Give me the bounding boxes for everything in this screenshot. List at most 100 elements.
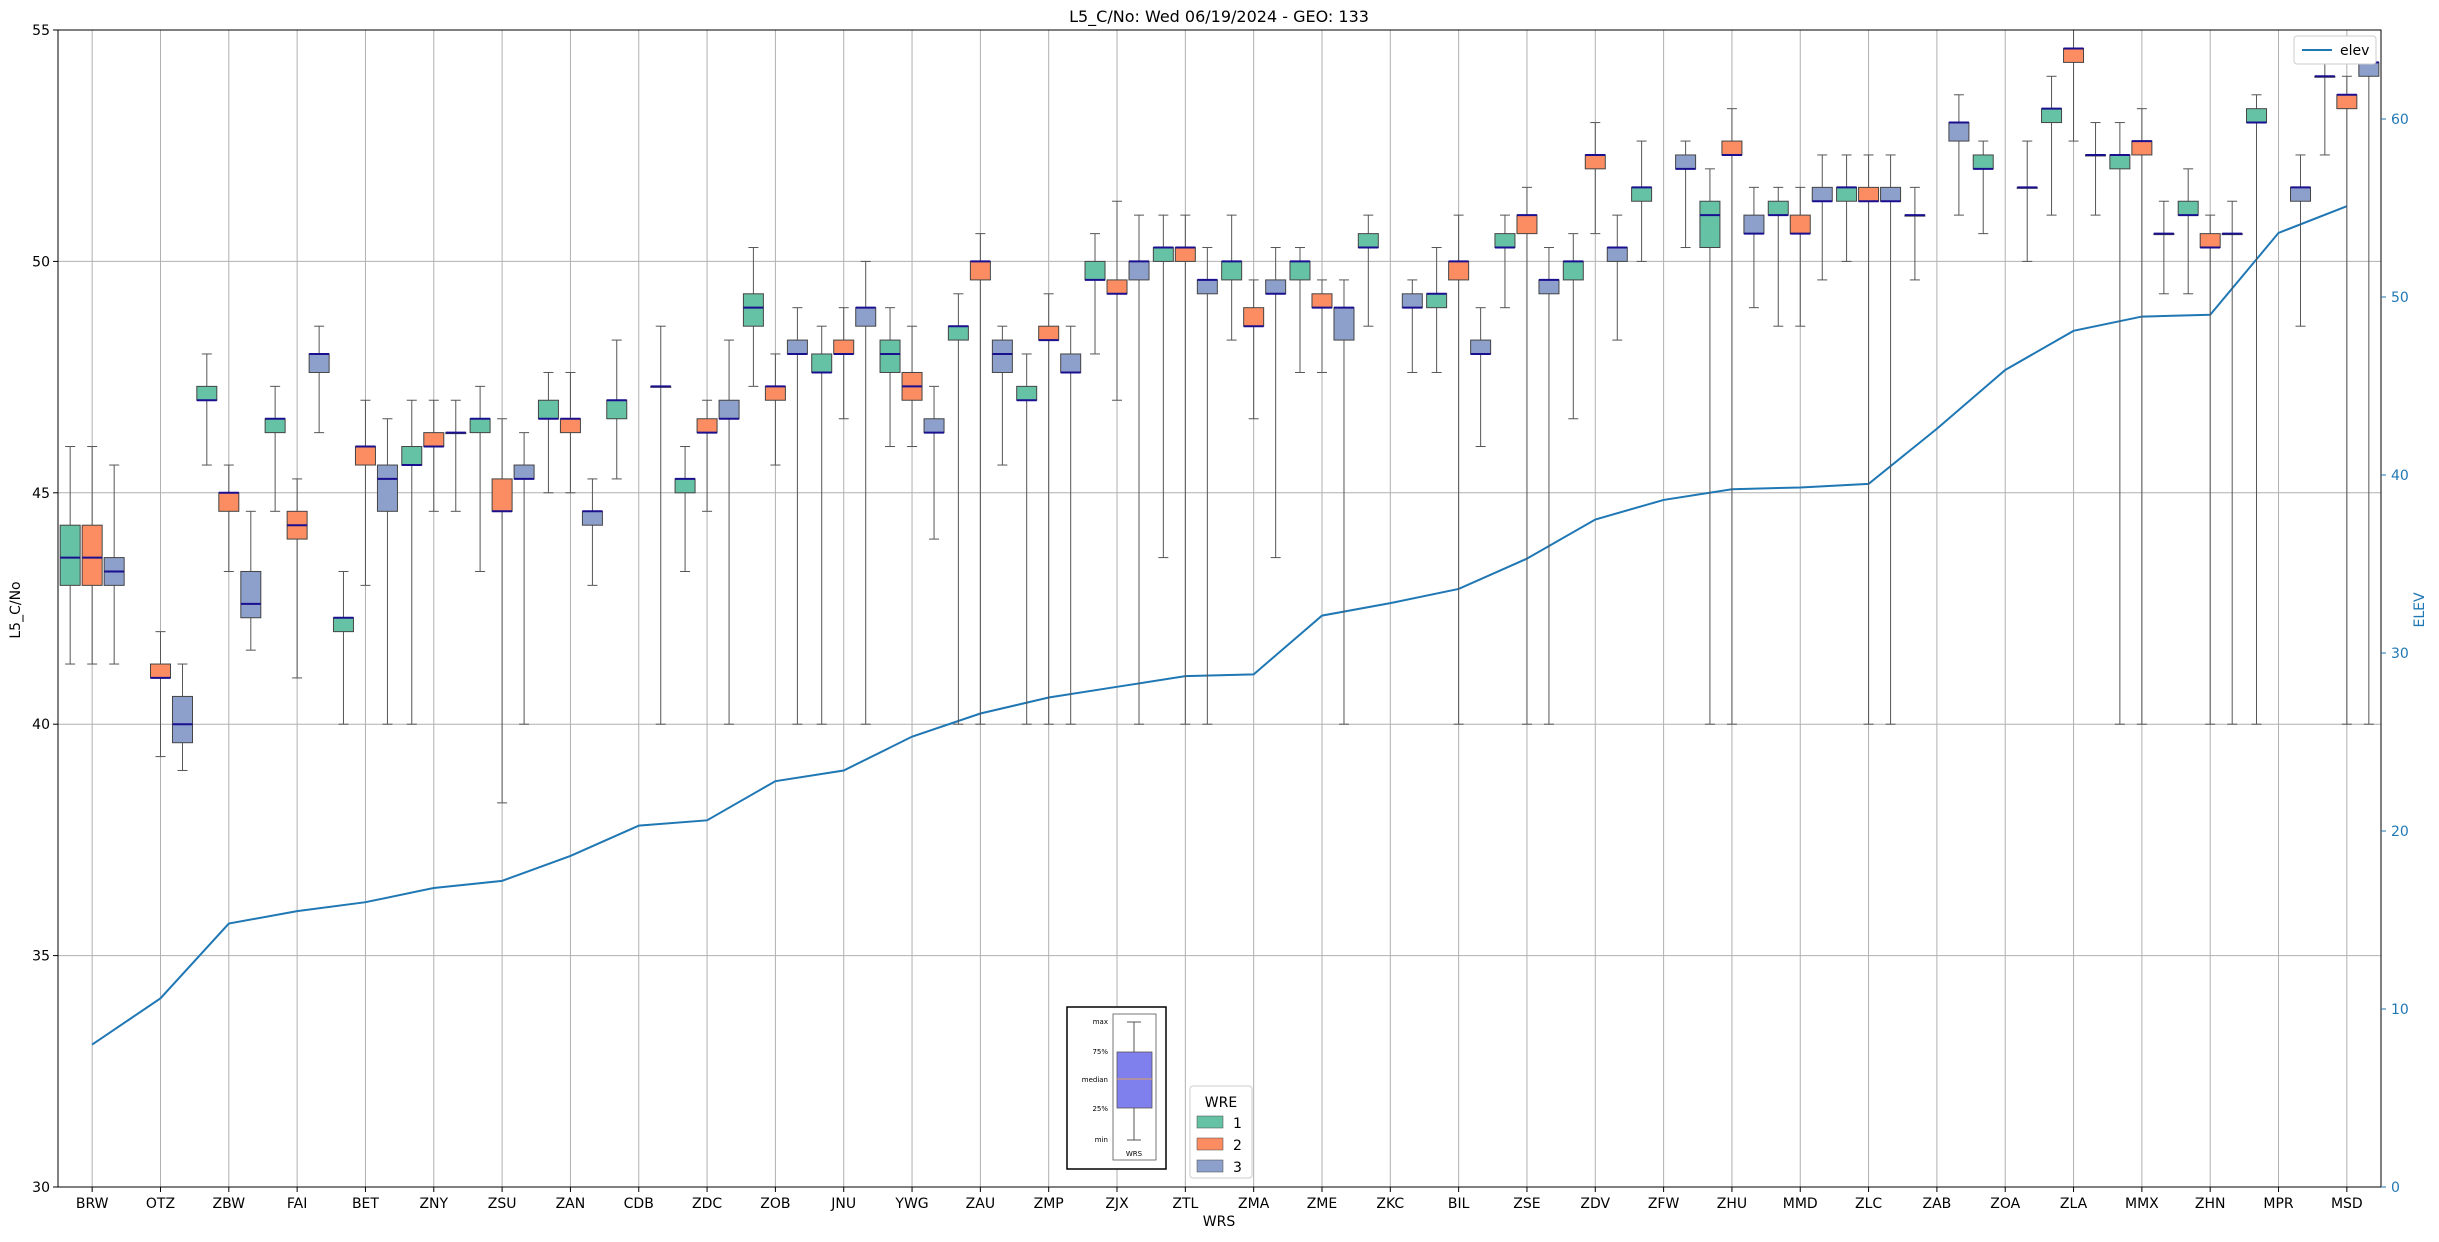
wre-legend-label: 1 (1233, 1116, 1242, 1132)
box-ZME-wre1 (1289, 247, 1311, 373)
box-body (1152, 247, 1174, 262)
y2-axis-label: ELEV (2412, 592, 2428, 627)
x-tick-label: ZME (1307, 1196, 1338, 1212)
inset-label: max (1093, 1018, 1108, 1026)
box-ZHN-wre3 (2221, 200, 2243, 725)
box-body (1631, 186, 1653, 202)
box-ZSU-wre3 (513, 432, 535, 725)
box-body (401, 446, 423, 466)
x-tick-label: OTZ (146, 1196, 175, 1212)
elev-legend: elev (2293, 35, 2377, 65)
box-ZHN-wre2 (2199, 214, 2221, 725)
box-BET-wre2 (354, 399, 376, 586)
box-ZNY-wre3 (445, 399, 467, 512)
box-ZOA-wre3 (2016, 140, 2038, 262)
box-body (1016, 385, 1038, 401)
box-body (1289, 260, 1311, 281)
box-ZSU-wre1 (469, 385, 491, 572)
axes: 30 35 40 45 50 55 0 10 20 30 40 50 60 BRW OTZ ZBW FAI BET… (32, 23, 2409, 1212)
box-body (196, 385, 218, 401)
box-ZMA-wre2 (1243, 279, 1265, 420)
box-body (1243, 307, 1265, 327)
box-BET-wre3 (376, 418, 398, 725)
x-axis-label: WRS (1203, 1214, 1236, 1230)
box-body (1357, 233, 1379, 249)
box-body (537, 399, 559, 420)
box-MMD-wre2 (1789, 186, 1811, 327)
inset-caption: WRS (1126, 1150, 1143, 1158)
box-ZDC-wre2 (696, 399, 718, 512)
x-tick-label: ZTL (1172, 1196, 1198, 1212)
wre-legend-swatch (1196, 1115, 1224, 1129)
box-body (1401, 293, 1423, 309)
box-body (1311, 293, 1333, 309)
box-ZSU-wre2 (491, 418, 513, 804)
y-tick-label: 45 (32, 486, 50, 502)
box-body (674, 478, 696, 494)
box-CDB-wre3 (650, 325, 672, 725)
box-ZAB-wre1 (1904, 186, 1926, 281)
wre-legend-title: WRE (1205, 1095, 1237, 1111)
box-body (1562, 260, 1584, 281)
box-ZME-wre3 (1333, 279, 1355, 725)
x-tick-label: ZSE (1513, 1196, 1540, 1212)
box-ZDC-wre1 (674, 446, 696, 572)
box-body (879, 339, 901, 373)
x-tick-label: CDB (624, 1196, 654, 1212)
box-JNU-wre3 (855, 260, 877, 725)
box-ZTL-wre2 (1174, 214, 1196, 725)
box-body (171, 695, 193, 744)
box-ZOA-wre1 (1972, 140, 1994, 235)
box-ZSE-wre2 (1516, 186, 1538, 725)
y2-tick-label: 0 (2391, 1180, 2400, 1196)
box-body (264, 418, 286, 434)
box-body (559, 418, 581, 434)
box-body (969, 260, 991, 281)
box-body (513, 464, 535, 480)
grid (58, 29, 2381, 1188)
inset-label: 75% (1092, 1048, 1108, 1056)
box-body (2041, 108, 2063, 124)
box-body (354, 446, 376, 466)
box-ZAN-wre2 (559, 371, 581, 494)
box-OTZ-wre3 (171, 663, 193, 771)
box-body (81, 524, 103, 586)
box-layer (59, 29, 2380, 804)
box-body (491, 478, 513, 512)
x-tick-label: ZAU (966, 1196, 995, 1212)
x-tick-label: ZKC (1376, 1196, 1404, 1212)
box-body (1767, 200, 1789, 216)
box-body (2246, 108, 2268, 124)
box-ZBW-wre3 (240, 510, 262, 651)
x-tick-label: ZSU (488, 1196, 517, 1212)
x-tick-label: ZDC (692, 1196, 722, 1212)
box-ZFW-wre3 (1675, 140, 1697, 249)
x-tick-label: ZHU (1717, 1196, 1747, 1212)
box-body (1721, 140, 1743, 156)
box-ZLC-wre3 (1880, 154, 1902, 725)
box-ZOB-wre2 (764, 353, 786, 466)
box-FAI-wre3 (308, 325, 330, 434)
box-ZHU-wre2 (1721, 108, 1743, 725)
x-tick-label: ZAB (1923, 1196, 1952, 1212)
box-ZHU-wre3 (1743, 186, 1765, 309)
box-ZLA-wre2 (2063, 29, 2085, 142)
box-ZDC-wre3 (718, 339, 740, 725)
box-body (923, 418, 945, 434)
box-FAI-wre1 (264, 385, 286, 512)
box-body (1699, 200, 1721, 249)
plot-frame (57, 29, 2382, 1188)
box-ZAU-wre1 (947, 293, 969, 725)
box-body (581, 510, 603, 526)
box-MMD-wre3 (1811, 154, 1833, 281)
box-body (742, 293, 764, 327)
y2-tick-label: 30 (2391, 646, 2409, 662)
box-body (1265, 279, 1287, 295)
x-tick-label: ZHN (2195, 1196, 2226, 1212)
box-ZAN-wre3 (581, 478, 603, 586)
box-body (1811, 186, 1833, 202)
x-tick-label: ZMP (1034, 1196, 1064, 1212)
box-body (2336, 94, 2358, 110)
box-body (308, 353, 330, 373)
